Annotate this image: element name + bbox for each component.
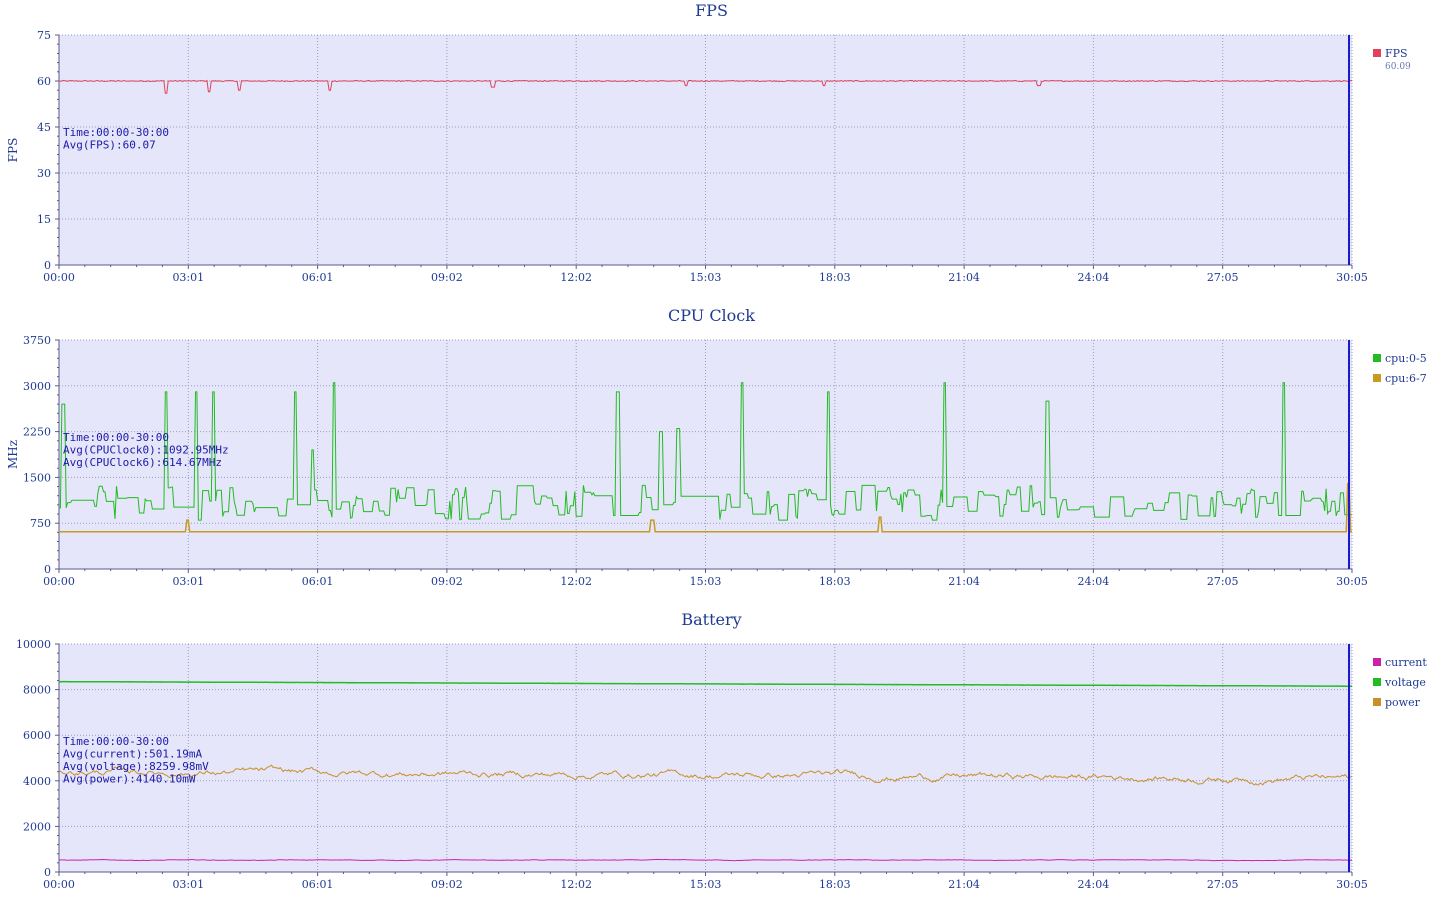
y-tick-label: 15	[37, 213, 51, 226]
series-line-cpu-6-7	[59, 482, 1352, 533]
legend-value: 60.09	[1385, 62, 1411, 72]
series-line-cpu-0-5	[59, 382, 1352, 521]
series-line-power	[58, 764, 1353, 786]
y-axis-label: MHz	[6, 440, 20, 469]
y-tick-label: 750	[30, 517, 51, 530]
x-tick-label: 15:03	[690, 878, 722, 891]
y-tick-label: 6000	[23, 729, 51, 742]
y-tick-label: 3750	[23, 334, 51, 347]
legend-label: voltage	[1384, 676, 1426, 689]
y-tick-label: 4000	[23, 775, 51, 788]
y-tick-label: 3000	[23, 380, 51, 393]
x-tick-label: 12:02	[560, 271, 592, 284]
chart-title: CPU Clock	[668, 306, 755, 325]
x-tick-label: 18:03	[819, 878, 851, 891]
y-tick-label: 0	[44, 563, 51, 576]
annotation-line: Avg(CPUClock6):614.67MHz	[63, 456, 222, 469]
legend-swatch	[1373, 678, 1381, 686]
annotation-line: Avg(CPUClock0):1092.95MHz	[63, 444, 229, 457]
legend-swatch	[1373, 698, 1381, 706]
y-tick-label: 2250	[23, 426, 51, 439]
x-tick-label: 12:02	[560, 878, 592, 891]
annotation-line: Time:00:00-30:00	[63, 735, 169, 748]
y-tick-label: 75	[37, 29, 51, 42]
chart-title: Battery	[681, 610, 741, 629]
legend-swatch	[1373, 354, 1381, 362]
annotation-line: Avg(current):501.19mA	[63, 748, 202, 761]
annotation-line: Avg(power):4140.10mW	[63, 773, 196, 786]
y-tick-label: 0	[44, 866, 51, 879]
x-tick-label: 30:05	[1336, 271, 1368, 284]
chart-2: CPU Clock 0 750 1500 2250 3000 3750 00:00 03:01 0…	[6, 306, 1427, 588]
legend-swatch	[1373, 658, 1381, 666]
y-tick-label: 45	[37, 121, 51, 134]
x-tick-label: 15:03	[690, 271, 722, 284]
x-tick-label: 27:05	[1207, 271, 1239, 284]
legend-label: power	[1385, 696, 1421, 709]
x-tick-label: 24:04	[1078, 575, 1110, 588]
annotation-line: Avg(FPS):60.07	[63, 139, 156, 152]
legend-label: current	[1385, 656, 1427, 669]
x-tick-label: 30:05	[1336, 878, 1368, 891]
annotation-line: Time:00:00-30:00	[63, 431, 169, 444]
x-tick-label: 06:01	[302, 878, 334, 891]
x-tick-label: 24:04	[1078, 878, 1110, 891]
x-tick-label: 18:03	[819, 575, 851, 588]
x-tick-label: 06:01	[302, 575, 334, 588]
x-tick-label: 18:03	[819, 271, 851, 284]
x-tick-label: 30:05	[1336, 575, 1368, 588]
annotation-line: Avg(voltage):8259.98mV	[63, 760, 209, 773]
y-tick-label: 2000	[23, 820, 51, 833]
legend-label: cpu:6-7	[1385, 372, 1427, 385]
y-tick-label: 60	[37, 75, 51, 88]
x-tick-label: 03:01	[172, 271, 204, 284]
series-line-current	[58, 858, 1353, 862]
x-tick-label: 00:00	[43, 271, 75, 284]
y-tick-label: 10000	[16, 638, 51, 651]
x-tick-label: 00:00	[43, 575, 75, 588]
y-tick-label: 30	[37, 167, 51, 180]
y-tick-label: 1500	[23, 471, 51, 484]
annotation-line: Time:00:00-30:00	[63, 126, 169, 139]
legend-label: cpu:0-5	[1385, 352, 1427, 365]
y-tick-label: 8000	[23, 684, 51, 697]
x-tick-label: 09:02	[431, 271, 463, 284]
x-tick-label: 15:03	[690, 575, 722, 588]
series-line-voltage	[58, 680, 1352, 687]
x-tick-label: 12:02	[560, 575, 592, 588]
x-tick-label: 00:00	[43, 878, 75, 891]
legend-label: FPS	[1385, 47, 1408, 60]
series-line-fps	[58, 79, 1353, 94]
x-tick-label: 06:01	[302, 271, 334, 284]
x-tick-label: 21:04	[948, 271, 980, 284]
chart-3: Battery 0 2000 4000 6000 8000 10000 00:00 03:01 0…	[16, 610, 1427, 891]
y-axis-label: FPS	[6, 138, 20, 163]
y-tick-label: 0	[44, 259, 51, 272]
x-tick-label: 24:04	[1078, 271, 1110, 284]
x-tick-label: 27:05	[1207, 575, 1239, 588]
x-tick-label: 09:02	[431, 575, 463, 588]
x-tick-label: 27:05	[1207, 878, 1239, 891]
chart-1: FPS 0 15 30 45 60 75 00:00 03:01 06:01 09:02 12:02 1…	[6, 1, 1411, 284]
chart-title: FPS	[695, 1, 728, 20]
legend-swatch	[1373, 374, 1381, 382]
x-tick-label: 03:01	[172, 575, 204, 588]
x-tick-label: 21:04	[948, 878, 980, 891]
x-tick-label: 21:04	[948, 575, 980, 588]
legend-swatch	[1373, 49, 1381, 57]
x-tick-label: 09:02	[431, 878, 463, 891]
x-tick-label: 03:01	[172, 878, 204, 891]
